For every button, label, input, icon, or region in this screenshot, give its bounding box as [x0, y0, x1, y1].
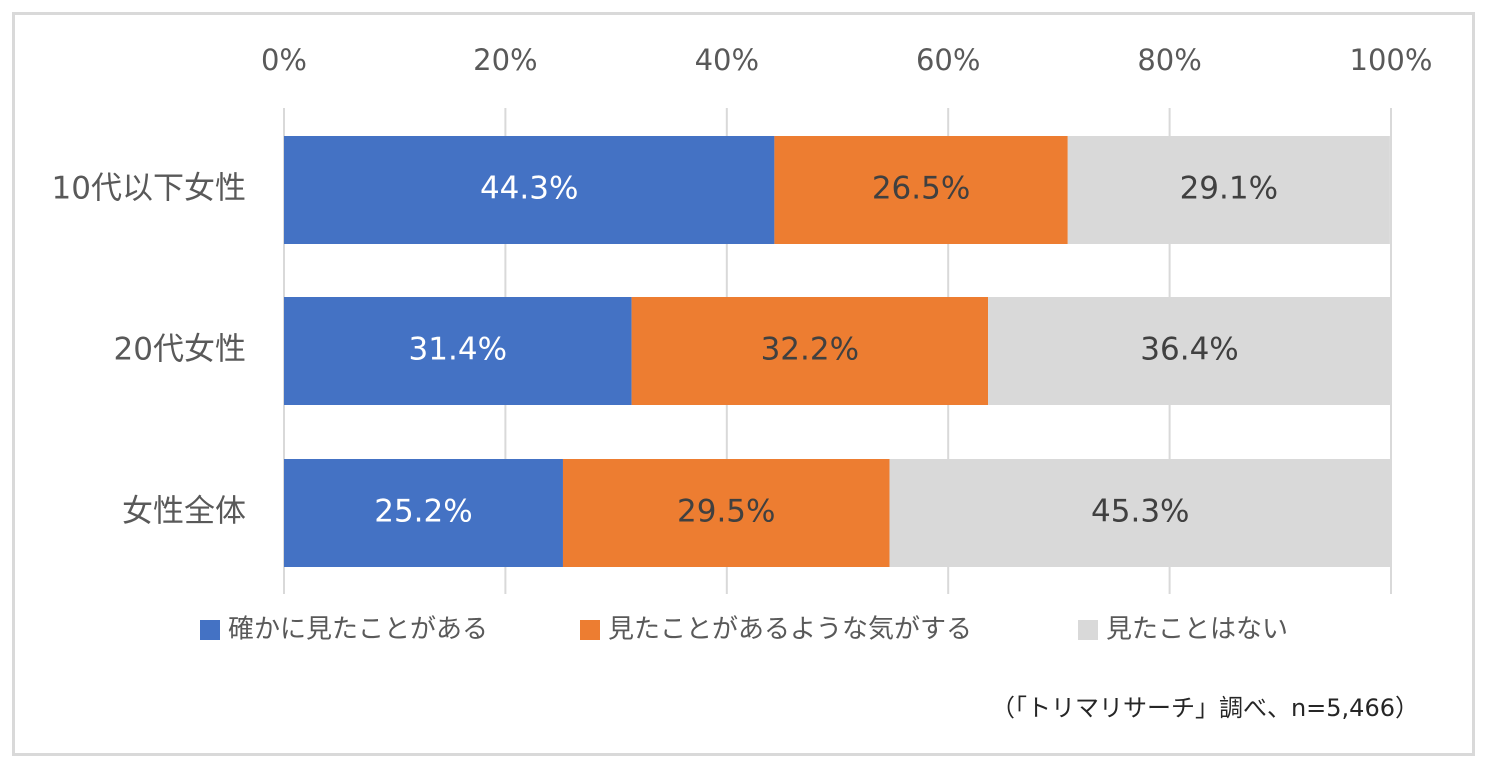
data-labels: 44.3% 26.5% 29.1% 31.4% 32.2% 36.4% 25.2% 29.5%…: [374, 171, 1278, 530]
x-axis-tick-labels: 0% 20% 40% 60% 80% 100%: [261, 43, 1432, 77]
source-note: （「トリマリサーチ」調べ、n=5,466）: [990, 694, 1419, 722]
x-tick-label: 40%: [695, 43, 759, 77]
legend-swatch: [200, 620, 220, 640]
bar-segment: [774, 136, 1068, 244]
data-label: 32.2%: [761, 332, 859, 368]
x-tick-label: 20%: [473, 43, 537, 77]
category-label: 20代女性: [114, 332, 246, 368]
category-label: 女性全体: [122, 494, 246, 530]
bars: [284, 136, 1391, 567]
data-label: 36.4%: [1140, 332, 1238, 368]
legend-swatch: [580, 620, 600, 640]
bar-segment: [284, 297, 632, 405]
data-label: 29.5%: [677, 494, 775, 530]
data-label: 29.1%: [1180, 171, 1278, 207]
legend-label: 見たことはない: [1106, 615, 1288, 645]
legend-label: 見たことがあるような気がする: [608, 615, 972, 645]
data-label: 44.3%: [480, 171, 578, 207]
bar-segment: [988, 297, 1391, 405]
legend-swatch: [1078, 620, 1098, 640]
data-label: 25.2%: [374, 494, 472, 530]
bar-segment: [631, 297, 989, 405]
data-label: 31.4%: [409, 332, 507, 368]
data-label: 26.5%: [872, 171, 970, 207]
legend-label: 確かに見たことがある: [228, 615, 488, 645]
x-tick-label: 60%: [916, 43, 980, 77]
x-tick-label: 0%: [261, 43, 307, 77]
legend: 確かに見たことがある 見たことがあるような気がする 見たことはない: [200, 615, 1288, 645]
bar-segment: [284, 136, 775, 244]
bar-segment: [562, 459, 890, 567]
bar-segment: [1067, 136, 1390, 244]
bar-segment: [889, 459, 1391, 567]
data-label: 45.3%: [1091, 494, 1189, 530]
category-label: 10代以下女性: [52, 171, 246, 207]
x-tick-label: 80%: [1137, 43, 1201, 77]
x-tick-label: 100%: [1350, 43, 1433, 77]
bar-segment: [284, 459, 563, 567]
